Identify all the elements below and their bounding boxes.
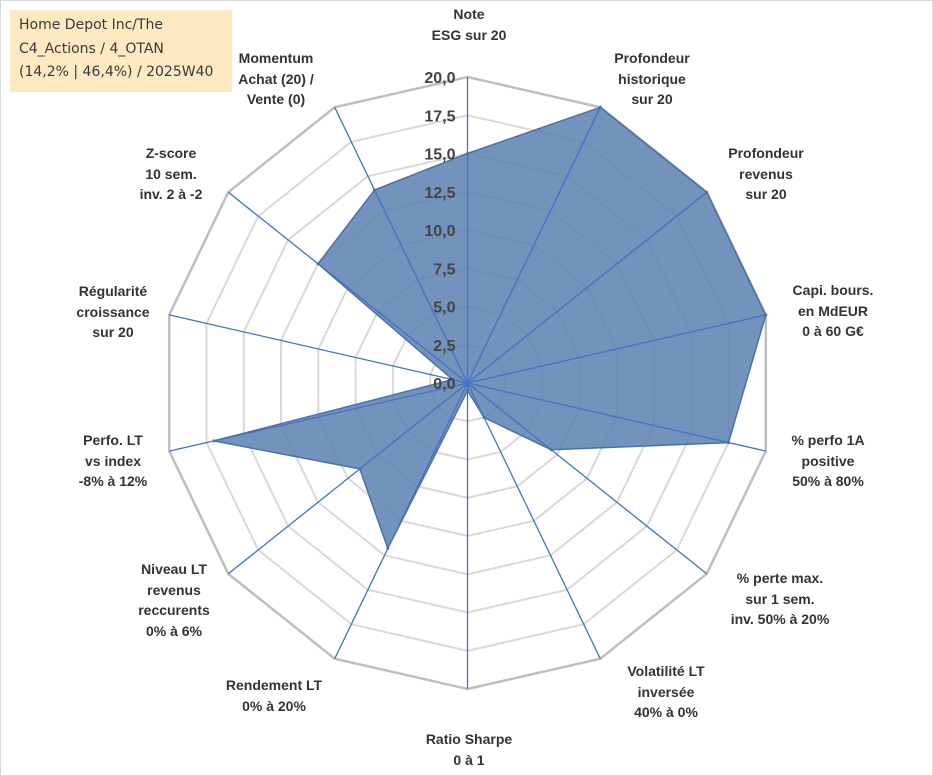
axis-label-line: 50% à 80%: [792, 473, 864, 489]
axis-spoke: [334, 107, 469, 384]
axis-label-line: % perfo 1A: [791, 432, 865, 448]
axis-spoke: [169, 382, 468, 452]
axis-label-line: Z-score: [145, 145, 197, 161]
axis-label-line: inv. 2 à -2: [139, 186, 203, 202]
axis-spoke: [466, 382, 601, 659]
axis-label-line: sur 1 sem.: [745, 590, 815, 607]
data-point: [705, 190, 709, 194]
radial-tick-label: 20,0: [424, 70, 455, 87]
axis-label-line: Momentum: [238, 50, 314, 66]
axis-spoke: [467, 382, 766, 452]
data-point: [358, 467, 362, 471]
data-point: [316, 262, 320, 266]
axis-spoke: [169, 314, 468, 384]
radial-tick-label: 10,0: [424, 223, 455, 240]
axis-label-line: 0% à 6%: [145, 622, 203, 639]
axis-label-line: sur 20: [745, 186, 787, 202]
radial-tick-label: 12,5: [424, 185, 455, 202]
axis-label-line: revenus: [147, 581, 201, 598]
axis-spoke: [467, 314, 766, 384]
axis-label-line: Ratio Sharpe: [425, 731, 513, 747]
axis-spoke: [467, 191, 708, 384]
axis-label-line: % perte max.: [736, 570, 824, 586]
axis-label: % perte max. sur 1 sem. inv. 50% à 20%: [731, 568, 830, 630]
radial-tick-label: 5,0: [433, 300, 455, 317]
data-point: [386, 546, 390, 550]
axis-label-line: Rendement LT: [225, 677, 323, 693]
data-point: [451, 378, 455, 382]
axis-label-line: 0 à 1: [453, 751, 485, 768]
axis-label-line: inversée: [637, 683, 695, 700]
info-box: Home Depot Inc/The C4_Actions / 4_OTAN (…: [10, 10, 232, 92]
axis-spoke: [227, 191, 468, 384]
axis-label-line: en MdEUR: [798, 302, 868, 319]
axis-label-line: sur 20: [631, 91, 673, 107]
axis-label-line: ESG sur 20: [431, 26, 507, 43]
axis-spoke: [466, 107, 601, 384]
radial-tick-label: 17,5: [424, 108, 455, 125]
data-point: [482, 416, 486, 419]
axis-label-line: inv. 50% à 20%: [730, 611, 830, 627]
axis-label-line: Profondeur: [614, 50, 690, 66]
data-point: [466, 152, 469, 155]
axis-label-line: revenus: [739, 165, 793, 182]
axis-label-line: 10 sem.: [145, 165, 197, 182]
axis-label-line: Niveau LT: [141, 561, 207, 577]
radial-tick-label: 2,5: [433, 338, 455, 355]
data-series-area: [213, 106, 767, 551]
axis-label-line: croissance: [76, 303, 150, 320]
radial-tick-label: 7,5: [433, 261, 455, 278]
data-point: [764, 313, 768, 317]
axis-label-line: -8% à 12%: [78, 473, 148, 489]
axis-label: % perfo 1A positive 50% à 80%: [791, 430, 864, 492]
axis-label-line: reccurents: [138, 602, 210, 618]
axis-spoke: [467, 382, 708, 575]
axis-label-line: Vente (0): [246, 91, 306, 107]
data-point: [466, 389, 469, 393]
axis-label-line: Capi. bours.: [792, 282, 874, 298]
info-stats: (14,2% | 46,4%) / 2025W40: [19, 64, 214, 80]
data-point: [373, 188, 377, 192]
axis-label-line: positive: [801, 452, 855, 469]
axis-label-line: vs index: [84, 452, 142, 469]
axis-spoke: [334, 382, 469, 659]
axis-label: Momentum Achat (20) / Vente (0): [238, 48, 313, 110]
axis-label-line: Note: [453, 6, 485, 22]
axis-spoke: [227, 382, 468, 575]
data-point: [598, 105, 602, 109]
axis-label-line: historique: [618, 70, 686, 87]
radial-tick-label: 0,0: [433, 376, 455, 393]
axis-label: Perfo. LT vs index -8% à 12%: [79, 430, 147, 492]
axis-label-line: 0% à 20%: [242, 697, 306, 714]
axis-label: Z-score 10 sem. inv. 2 à -2: [140, 143, 203, 205]
axis-label: Volatilité LT inversée 40% à 0%: [627, 661, 704, 723]
axis-label: Profondeur historique sur 20: [614, 48, 689, 110]
data-point: [549, 448, 553, 452]
data-point: [212, 439, 216, 443]
axis-label-line: Régularité: [78, 283, 148, 299]
axis-label: Capi. bours. en MdEUR 0 à 60 G€: [793, 280, 874, 342]
axis-label: Régularité croissance sur 20: [76, 281, 149, 343]
axis-label: Note ESG sur 20: [432, 4, 507, 45]
axis-label-line: Volatilité LT: [627, 663, 705, 679]
axis-label: Ratio Sharpe 0 à 1: [426, 729, 512, 770]
axis-label-line: Perfo. LT: [83, 432, 143, 448]
info-company: Home Depot Inc/The: [19, 17, 164, 33]
radial-tick-label: 15,0: [424, 147, 455, 164]
data-point: [727, 441, 730, 445]
axis-label: Rendement LT 0% à 20%: [226, 675, 322, 716]
axis-label-line: Achat (20) /: [238, 70, 314, 87]
info-portfolio: C4_Actions / 4_OTAN: [19, 40, 164, 57]
axis-label-line: sur 20: [92, 324, 134, 340]
axis-label-line: 0 à 60 G€: [802, 323, 864, 339]
axis-label: Profondeur revenus sur 20: [728, 143, 803, 205]
axis-label-line: Profondeur: [728, 145, 804, 161]
axis-label-line: 40% à 0%: [634, 704, 698, 720]
axis-label: Niveau LT revenus reccurents 0% à 6%: [138, 559, 210, 641]
